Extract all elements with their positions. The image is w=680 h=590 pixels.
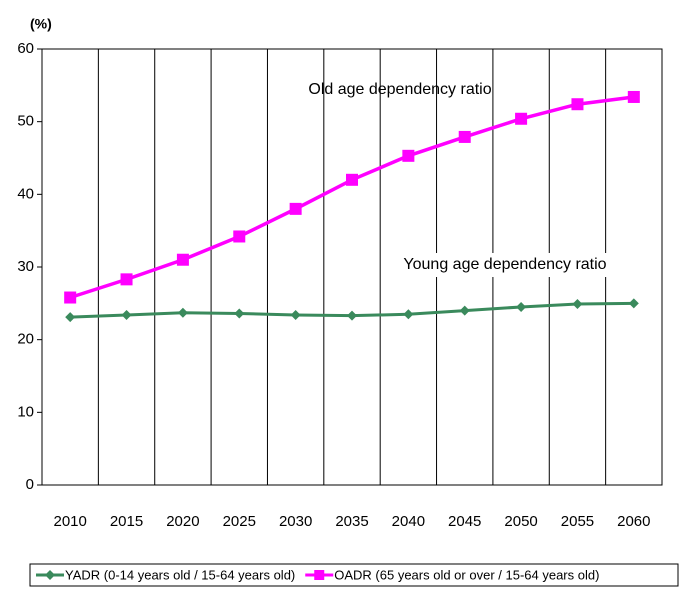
- marker: [403, 309, 414, 320]
- legend-box: [29, 563, 679, 587]
- marker: [289, 202, 302, 215]
- marker: [515, 112, 528, 125]
- marker: [458, 130, 471, 143]
- marker: [177, 307, 188, 318]
- marker: [234, 308, 245, 319]
- annotation-bg: [390, 253, 622, 277]
- annotation: Old age dependency ratio: [308, 81, 491, 98]
- x-tick-label: 2030: [279, 513, 312, 530]
- y-unit: (%): [30, 16, 52, 32]
- marker: [571, 98, 584, 111]
- marker: [121, 309, 132, 320]
- y-tick-label: 30: [17, 258, 34, 275]
- x-tick-label: 2015: [110, 513, 143, 530]
- legend-label: OADR (65 years old or over / 15-64 years…: [334, 567, 599, 582]
- x-tick-label: 2055: [561, 513, 594, 530]
- y-tick-label: 50: [17, 113, 34, 130]
- marker: [459, 305, 470, 316]
- y-tick-label: 10: [17, 403, 34, 420]
- x-tick-label: 2045: [448, 513, 481, 530]
- marker: [290, 309, 301, 320]
- x-tick-label: 2020: [166, 513, 199, 530]
- marker: [628, 298, 639, 309]
- x-tick-label: 2010: [53, 513, 86, 530]
- legend-marker: [314, 570, 325, 580]
- marker: [346, 173, 358, 186]
- marker: [176, 253, 189, 266]
- x-tick-label: 2060: [617, 513, 650, 530]
- marker: [572, 299, 583, 310]
- marker: [627, 90, 640, 103]
- marker: [65, 312, 76, 323]
- annotation: Young age dependency ratio: [403, 256, 606, 273]
- legend-marker: [45, 570, 55, 580]
- x-tick-label: 2040: [392, 513, 425, 530]
- marker: [233, 230, 246, 243]
- y-tick-label: 20: [17, 331, 34, 348]
- y-tick-label: 40: [17, 185, 34, 202]
- x-tick-label: 2050: [504, 513, 537, 530]
- x-tick-label: 2035: [335, 513, 368, 530]
- y-tick-label: 0: [26, 476, 34, 493]
- x-tick-label: 2025: [223, 513, 256, 530]
- marker: [120, 273, 133, 286]
- marker: [402, 149, 415, 162]
- marker: [516, 301, 527, 312]
- legend-label: YADR (0-14 years old / 15-64 years old): [65, 567, 295, 582]
- marker: [347, 310, 357, 321]
- marker: [64, 291, 77, 304]
- y-tick-label: 60: [17, 40, 34, 57]
